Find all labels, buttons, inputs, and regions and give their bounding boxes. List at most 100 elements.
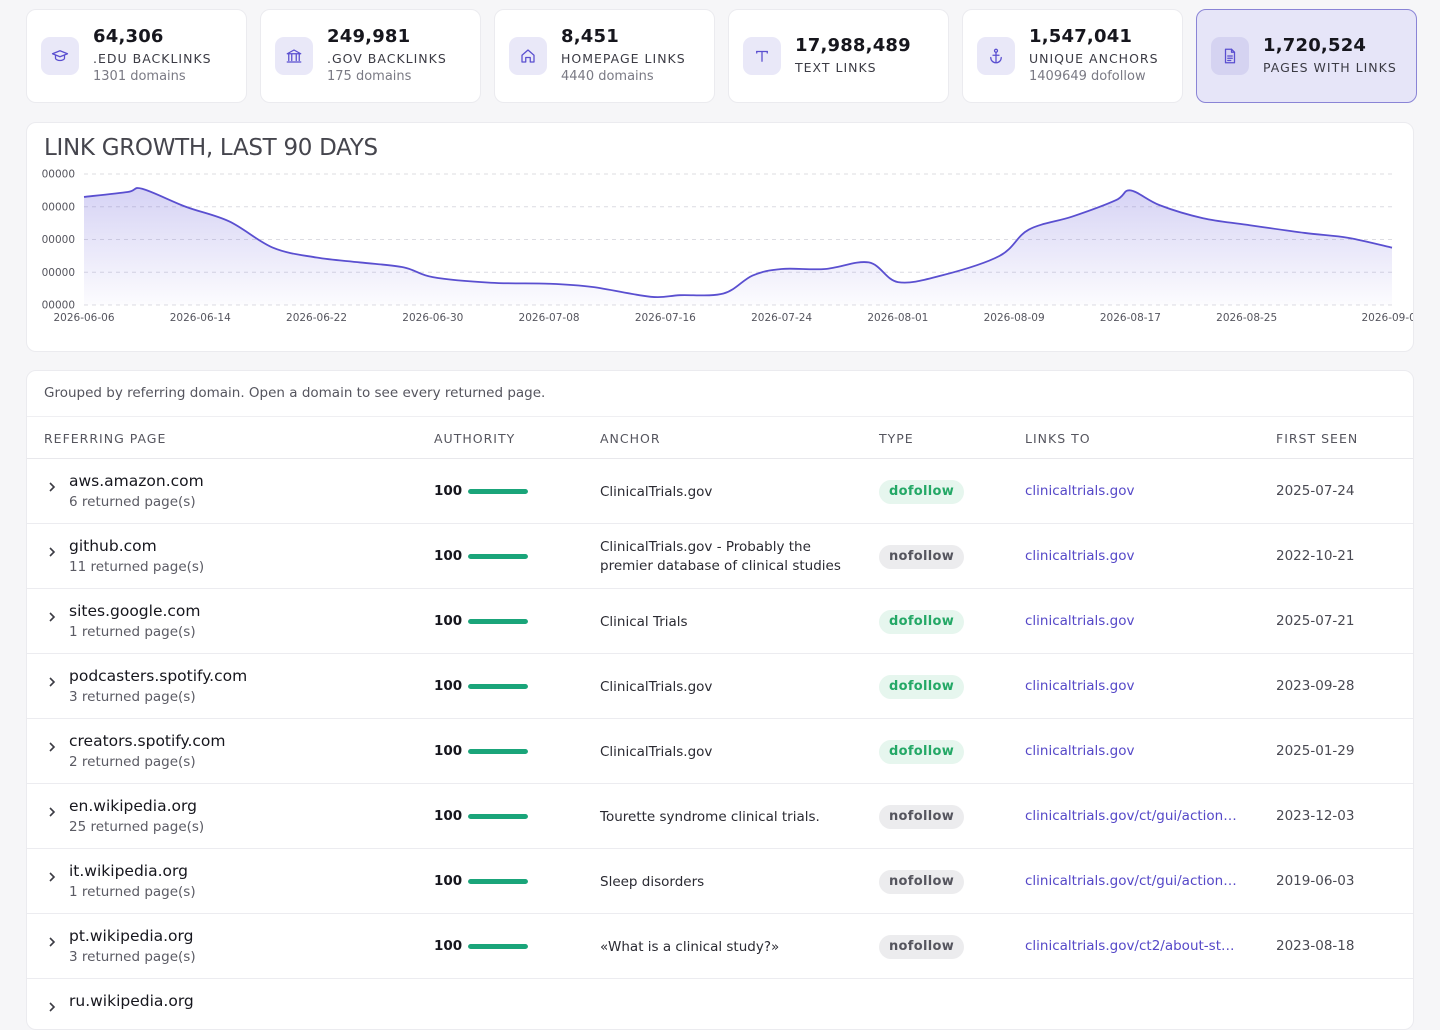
- column-header-authority[interactable]: AUTHORITY: [434, 431, 515, 446]
- first-seen-date: 2023-12-03: [1276, 808, 1354, 824]
- authority-bar: [468, 554, 528, 559]
- x-tick-label: 2026-06-22: [286, 312, 347, 324]
- returned-pages-count: 1 returned page(s): [69, 884, 196, 900]
- referring-domain[interactable]: sites.google.com: [69, 602, 201, 620]
- returned-pages-count: 11 returned page(s): [69, 559, 204, 575]
- x-tick-label: 2026-09-04: [1361, 312, 1414, 324]
- referring-domain[interactable]: ru.wikipedia.org: [69, 992, 194, 1010]
- authority-score: 100: [434, 548, 462, 564]
- link-type-badge: nofollow: [879, 545, 964, 569]
- stat-label: TEXT LINKS: [795, 58, 911, 77]
- x-tick-label: 2026-08-25: [1216, 312, 1277, 324]
- stat-value: 8,451: [561, 26, 686, 48]
- referring-domain[interactable]: podcasters.spotify.com: [69, 667, 247, 685]
- link-type-badge: nofollow: [879, 805, 964, 829]
- referring-domain[interactable]: github.com: [69, 537, 157, 555]
- chevron-right-icon[interactable]: [46, 803, 58, 815]
- table-row[interactable]: en.wikipedia.org 25 returned page(s) 100 To…: [27, 784, 1413, 849]
- links-to-link[interactable]: clinicaltrials.gov/ct2/about-stud...: [1025, 938, 1241, 954]
- x-tick-label: 2026-07-16: [635, 312, 696, 324]
- links-to-link[interactable]: clinicaltrials.gov: [1025, 483, 1241, 499]
- x-tick-label: 2026-06-30: [402, 312, 463, 324]
- returned-pages-count: 3 returned page(s): [69, 949, 196, 965]
- anchor-text: «What is a clinical study?»: [600, 938, 850, 957]
- links-to-link[interactable]: clinicaltrials.gov/ct/gui/action/Fi...: [1025, 873, 1241, 889]
- y-tick-label: 00000: [42, 169, 75, 181]
- stat-value: 1,720,524: [1263, 35, 1397, 57]
- authority-bar: [468, 944, 528, 949]
- stat-value: 249,981: [327, 26, 447, 48]
- x-tick-label: 2026-08-09: [984, 312, 1045, 324]
- first-seen-date: 2025-07-21: [1276, 613, 1354, 629]
- government-building-icon: [275, 37, 313, 75]
- y-tick-label: 00000: [42, 300, 75, 312]
- links-to-link[interactable]: clinicaltrials.gov: [1025, 548, 1241, 564]
- x-tick-label: 2026-07-24: [751, 312, 812, 324]
- referring-domain[interactable]: en.wikipedia.org: [69, 797, 197, 815]
- x-tick-label: 2026-06-14: [170, 312, 231, 324]
- chevron-right-icon[interactable]: [46, 933, 58, 945]
- anchor-icon: [977, 37, 1015, 75]
- text-icon: [743, 37, 781, 75]
- chevron-right-icon[interactable]: [46, 608, 58, 620]
- links-to-link[interactable]: clinicaltrials.gov: [1025, 678, 1241, 694]
- anchor-text: Tourette syndrome clinical trials.: [600, 808, 850, 827]
- first-seen-date: 2023-08-18: [1276, 938, 1354, 954]
- column-header-anchor[interactable]: ANCHOR: [600, 431, 661, 446]
- table-row[interactable]: ru.wikipedia.org: [27, 979, 1413, 1030]
- authority-bar: [468, 619, 528, 624]
- link-type-badge: dofollow: [879, 740, 964, 764]
- column-header-links-to[interactable]: LINKS TO: [1025, 431, 1091, 446]
- referring-domain[interactable]: creators.spotify.com: [69, 732, 225, 750]
- authority-score: 100: [434, 873, 462, 889]
- chevron-right-icon[interactable]: [46, 478, 58, 490]
- x-tick-label: 2026-08-17: [1100, 312, 1161, 324]
- first-seen-date: 2023-09-28: [1276, 678, 1354, 694]
- authority-bar: [468, 879, 528, 884]
- chevron-right-icon[interactable]: [46, 868, 58, 880]
- stat-value: 1,547,041: [1029, 26, 1159, 48]
- column-header-first-seen[interactable]: FIRST SEEN: [1276, 431, 1358, 446]
- column-header-referring-page[interactable]: REFERRING PAGE: [44, 431, 166, 446]
- graduation-cap-icon: [41, 37, 79, 75]
- stat-label: HOMEPAGE LINKS: [561, 49, 686, 68]
- column-header-type[interactable]: TYPE: [879, 431, 914, 446]
- links-to-link[interactable]: clinicaltrials.gov: [1025, 613, 1241, 629]
- chart-title: LINK GROWTH, LAST 90 DAYS: [44, 135, 378, 161]
- authority-bar: [468, 684, 528, 689]
- table-note: Grouped by referring domain. Open a doma…: [27, 371, 1413, 417]
- authority-score: 100: [434, 678, 462, 694]
- authority-score: 100: [434, 808, 462, 824]
- home-icon: [509, 37, 547, 75]
- links-to-link[interactable]: clinicaltrials.gov/ct/gui/action/Fi...: [1025, 808, 1241, 824]
- chevron-right-icon[interactable]: [46, 738, 58, 750]
- stat-value: 17,988,489: [795, 35, 911, 57]
- referring-domain[interactable]: pt.wikipedia.org: [69, 927, 193, 945]
- first-seen-date: 2025-07-24: [1276, 483, 1354, 499]
- chevron-right-icon[interactable]: [46, 673, 58, 685]
- stat-label: .EDU BACKLINKS: [93, 49, 212, 68]
- returned-pages-count: 25 returned page(s): [69, 819, 204, 835]
- chevron-right-icon[interactable]: [46, 543, 58, 555]
- referring-domain[interactable]: aws.amazon.com: [69, 472, 204, 490]
- returned-pages-count: 1 returned page(s): [69, 624, 196, 640]
- first-seen-date: 2022-10-21: [1276, 548, 1354, 564]
- links-to-link[interactable]: clinicaltrials.gov: [1025, 743, 1241, 759]
- referring-domain[interactable]: it.wikipedia.org: [69, 862, 188, 880]
- stat-label: .GOV BACKLINKS: [327, 49, 447, 68]
